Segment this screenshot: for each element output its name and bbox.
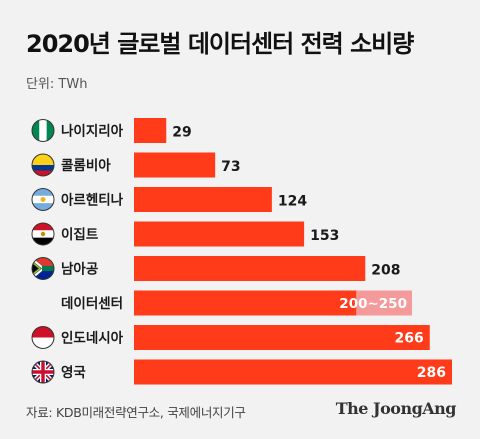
bar [134, 359, 452, 385]
category-label: 콜롬비아 [61, 157, 111, 174]
argentina-flag-icon [31, 188, 55, 211]
value-label: 153 [310, 228, 339, 244]
category-label: 영국 [61, 364, 86, 381]
brand-logo: The JoongAng [335, 399, 457, 418]
nigeria-flag-icon [31, 119, 55, 142]
value-label: 73 [221, 159, 240, 175]
chart-title: 2020년 글로벌 데이터센터 전력 소비량 [26, 30, 414, 58]
category-label: 데이터센터 [61, 295, 123, 312]
source-note: 자료: KDB미래전략연구소, 국제에너지기구 [26, 405, 246, 420]
bar-range-extension [356, 290, 412, 316]
bar [134, 152, 216, 178]
bar [134, 187, 272, 212]
uk-flag-icon [31, 360, 55, 384]
category-label: 남아공 [61, 261, 98, 278]
bar [134, 290, 357, 316]
category-label: 인도네시아 [61, 330, 124, 347]
category-label: 아르헨티나 [61, 192, 124, 209]
egypt-flag-icon [31, 222, 55, 246]
value-label: 266 [395, 331, 424, 347]
colombia-flag-icon [31, 153, 55, 177]
value-label: 200~250 [339, 296, 407, 312]
value-label: 29 [172, 125, 191, 141]
bar [134, 256, 366, 281]
bar [134, 118, 167, 143]
category-label: 나이지리아 [61, 123, 124, 140]
indonesia-flag-icon [31, 326, 55, 349]
unit-label: 단위: TWh [26, 77, 88, 92]
value-label: 286 [417, 365, 446, 381]
bar [134, 325, 430, 350]
category-label: 이집트 [61, 226, 99, 243]
bar [134, 221, 305, 247]
value-label: 208 [371, 263, 400, 279]
value-label: 124 [278, 194, 307, 210]
south-africa-flag-icon [31, 257, 55, 280]
